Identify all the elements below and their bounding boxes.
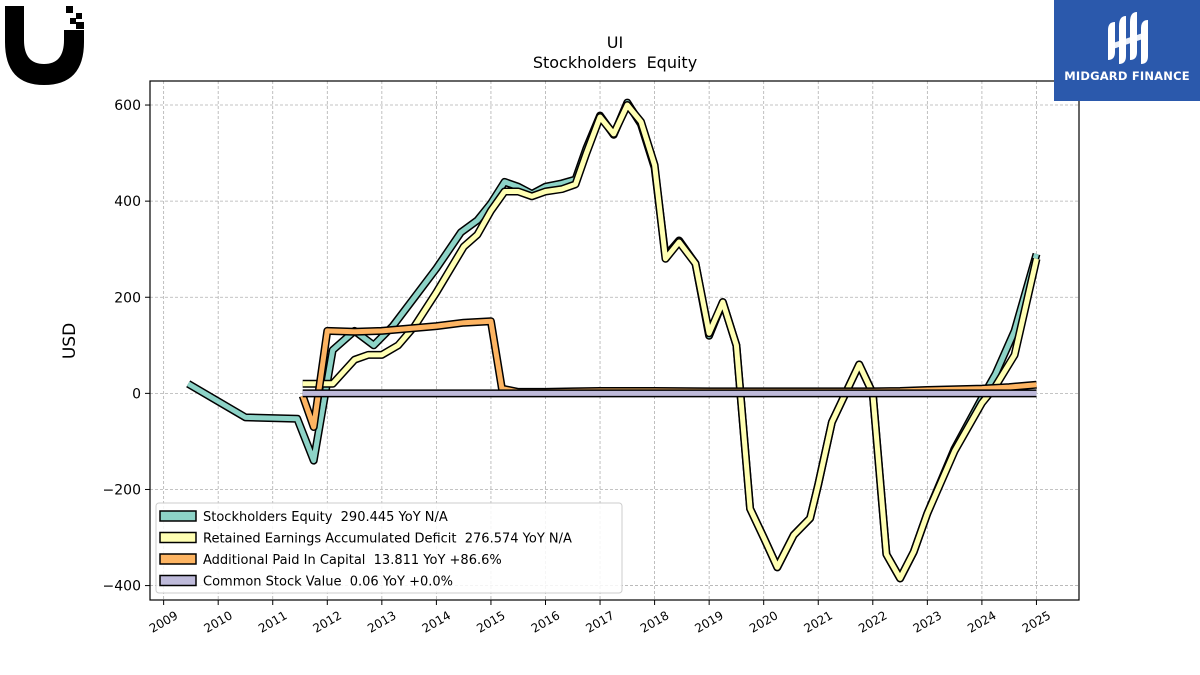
y-axis-label: USD (60, 323, 80, 359)
y-axis: 600 400 200 0 −200 −400 (103, 98, 150, 595)
series-group (186, 98, 1041, 583)
chart-subtitle: Stockholders Equity (533, 53, 697, 72)
legend-label: Common Stock Value 0.06 YoY +0.0% (203, 575, 453, 590)
legend-label: Retained Earnings Accumulated Deficit 27… (203, 532, 572, 547)
x-tick-label: 2020 (747, 608, 780, 635)
legend-label: Stockholders Equity 290.445 YoY N/A (203, 510, 448, 525)
y-tick-label: 400 (114, 194, 141, 210)
x-tick-label: 2025 (1020, 608, 1053, 635)
x-tick-label: 2022 (856, 608, 889, 635)
x-tick-label: 2018 (638, 608, 671, 635)
legend-entry: Retained Earnings Accumulated Deficit 27… (159, 531, 572, 547)
y-tick-label: −400 (103, 579, 141, 595)
legend-label: Additional Paid In Capital 13.811 YoY +8… (203, 553, 502, 568)
y-tick-label: 200 (114, 290, 141, 306)
series-line (300, 318, 1037, 430)
x-axis: 2009 2010 2011 2012 2013 2014 2015 2016 2017 2018… (147, 600, 1053, 636)
legend-swatch (159, 510, 197, 522)
series-additional-paid-in-capital (298, 317, 1037, 431)
series-line (302, 102, 1039, 581)
series-line-outline (298, 317, 1037, 431)
x-tick-label: 2011 (256, 608, 289, 635)
x-tick-label: 2015 (474, 608, 507, 635)
x-tick-label: 2013 (365, 608, 398, 635)
x-tick-label: 2024 (965, 608, 998, 635)
series-retained-earnings-accumulated-deficit (302, 101, 1041, 583)
x-tick-label: 2023 (911, 608, 944, 635)
y-tick-label: −200 (103, 482, 141, 498)
legend-box (155, 502, 623, 594)
legend-swatch (159, 553, 197, 565)
midgard-emblem-icon (1108, 12, 1148, 64)
x-tick-label: 2009 (147, 608, 180, 635)
legend-entry: Stockholders Equity 290.445 YoY N/A (159, 510, 448, 525)
legend-swatch (159, 531, 197, 544)
x-tick-label: 2010 (201, 608, 234, 635)
x-tick-label: 2017 (583, 608, 616, 635)
ui-logo-icon (0, 0, 90, 90)
x-tick-label: 2012 (311, 608, 344, 635)
legend-entry: Common Stock Value 0.06 YoY +0.0% (159, 574, 453, 590)
y-tick-label: 0 (132, 386, 141, 402)
y-tick-label: 600 (114, 98, 141, 114)
x-tick-label: 2016 (529, 608, 562, 635)
brand-name: MIDGARD FINANCE (1064, 69, 1190, 83)
legend-entry: Additional Paid In Capital 13.811 YoY +8… (159, 553, 502, 568)
x-tick-label: 2021 (802, 608, 835, 635)
chart-title: UI (607, 33, 623, 52)
legend: Stockholders Equity 290.445 YoY N/A Retai… (155, 502, 623, 594)
legend-swatch (159, 574, 197, 587)
x-tick-label: 2014 (420, 608, 453, 635)
x-tick-label: 2019 (692, 608, 725, 635)
plot-frame (149, 80, 1080, 601)
midgard-finance-logo: MIDGARD FINANCE (1054, 0, 1200, 101)
